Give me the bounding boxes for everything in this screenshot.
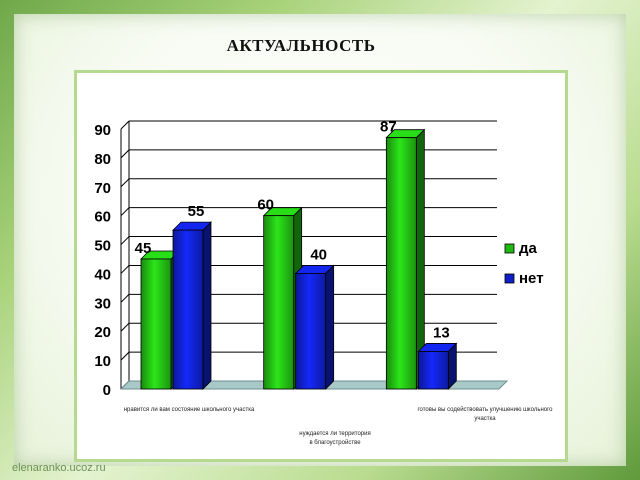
data-label: 45 [135, 240, 152, 257]
y-tick-label: 70 [94, 180, 111, 197]
y-tick-label: 20 [94, 324, 111, 341]
legend-label: да [519, 240, 538, 257]
bar-side [202, 221, 212, 390]
bar [295, 273, 327, 390]
bar-side [325, 264, 335, 390]
legend-swatch [504, 243, 515, 254]
bar [417, 351, 449, 390]
bar [263, 215, 295, 390]
x-tick-label: нравится ли вам состояние школьного учас… [124, 407, 255, 413]
bar [385, 137, 417, 390]
data-label: 55 [188, 203, 205, 220]
slide-title: АКТУАЛЬНОСТЬ [226, 36, 376, 55]
y-tick-label: 80 [94, 151, 111, 168]
bar [140, 258, 172, 390]
legend-label: нет [519, 270, 544, 287]
data-label: 40 [310, 246, 327, 263]
x-tick-label: нуждается ли территория [299, 431, 370, 437]
data-label: 13 [433, 324, 450, 341]
y-tick-label: 40 [94, 266, 111, 283]
x-tick-label: в благоустройстве [309, 439, 361, 446]
y-tick-label: 90 [94, 122, 111, 139]
grid-depth-line [120, 265, 130, 274]
grid-depth-line [120, 149, 130, 159]
legend-swatch [504, 273, 515, 284]
grid-depth-line [120, 120, 130, 130]
x-tick-label: участка [474, 416, 496, 422]
grid-depth-line [120, 236, 130, 245]
grid-depth-line [120, 178, 130, 188]
grid-depth-line [120, 351, 130, 361]
bar-chart: 0 10 20 30 40 50 60 70 80 90 45 55 60 40 87 13 нравится … [94, 119, 553, 446]
data-label: 60 [257, 197, 274, 214]
bar [172, 229, 204, 390]
x-tick-label: готовы вы содействовать улучшению школьн… [417, 406, 553, 413]
grid-depth-line [120, 207, 130, 217]
y-tick-label: 10 [94, 353, 111, 370]
y-tick-label: 60 [94, 209, 111, 226]
chart-panel: 0 10 20 30 40 50 60 70 80 90 45 55 60 40 87 13 нравится … [74, 70, 568, 462]
y-tick-label: 0 [103, 382, 111, 399]
data-label: 87 [380, 119, 397, 136]
y-tick-label: 50 [94, 238, 111, 255]
grid-depth-line [120, 322, 130, 332]
watermark: elenaranko.ucoz.ru [12, 462, 106, 474]
y-tick-label: 30 [94, 295, 111, 312]
grid-depth-line [120, 293, 130, 303]
